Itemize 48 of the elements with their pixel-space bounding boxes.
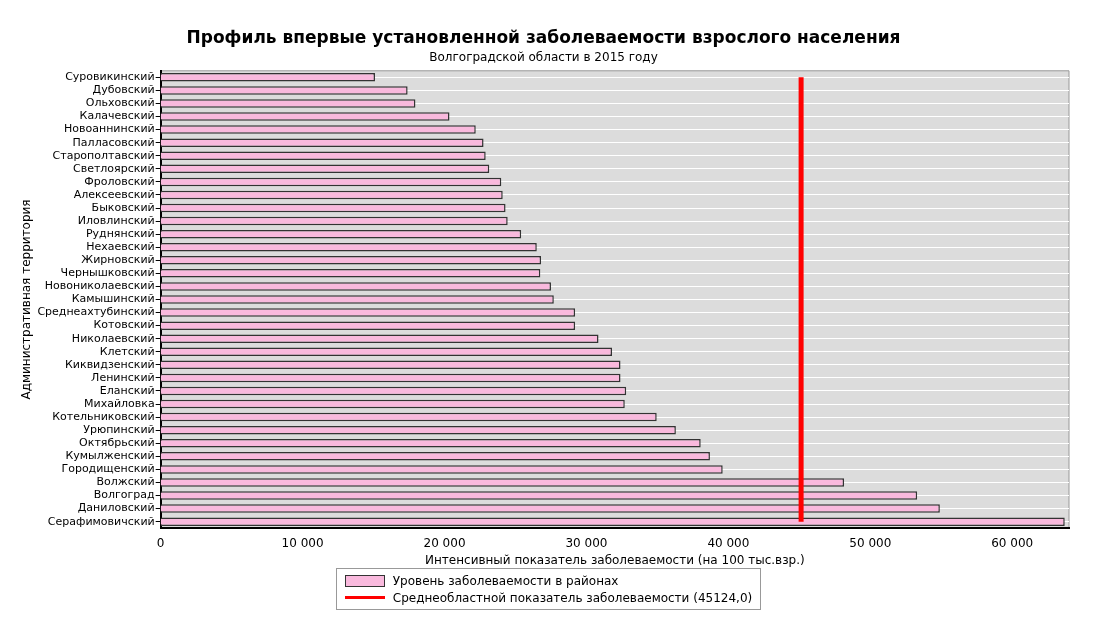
legend-label: Среднеобластной показатель заболеваемости (45124,0) xyxy=(392,590,753,605)
y-tick-label: Дубовский xyxy=(92,83,155,97)
y-tick-label: Нехаевский xyxy=(86,240,155,254)
x-tick-label: 30 000 xyxy=(565,535,608,550)
y-tick-label: Светлоярский xyxy=(72,161,155,175)
y-tick-label: Алексеевский xyxy=(73,187,155,201)
y-tick-label: Быковский xyxy=(91,200,155,214)
y-tick-label: Суровикинский xyxy=(65,70,155,84)
y-tick-label: Жирновский xyxy=(81,253,155,267)
legend-label: Уровень заболеваемости в районах xyxy=(392,573,619,588)
chart-title: Профиль впервые установленной заболеваемости взрослого населения xyxy=(186,26,901,47)
y-tick-label: Еланский xyxy=(99,383,155,397)
y-tick-label: Городищенский xyxy=(61,462,155,476)
y-tick-label: Урюпинский xyxy=(83,423,155,437)
x-tick-label: 60 000 xyxy=(991,535,1034,550)
y-tick-label: Серафимовичский xyxy=(47,514,155,528)
y-tick-label: Калачевский xyxy=(79,109,155,123)
chart-subtitle: Волгоградской области в 2015 году xyxy=(429,49,658,64)
x-tick-label: 0 xyxy=(156,535,165,550)
y-tick-label: Камышинский xyxy=(71,292,155,306)
x-axis-title: Интенсивный показатель заболеваемости (на 100 тыс.взр.) xyxy=(425,552,805,567)
y-tick-label: Среднеахтубинский xyxy=(37,305,155,319)
y-tick-label: Старополтавский xyxy=(52,148,155,162)
y-tick-label: Волжский xyxy=(96,475,155,489)
y-tick-label: Иловлинский xyxy=(77,213,155,227)
y-tick-label: Кумылженский xyxy=(65,449,155,463)
x-tick-label: 50 000 xyxy=(849,535,892,550)
y-tick-label: Котельниковский xyxy=(52,409,155,423)
y-tick-label: Киквидзенский xyxy=(65,357,155,371)
y-tick-label: Котовский xyxy=(93,318,155,332)
y-tick-label: Октябрьский xyxy=(79,436,155,450)
y-tick-label: Фроловский xyxy=(84,174,155,188)
x-tick-label: 10 000 xyxy=(281,535,324,550)
y-tick-label: Ольховский xyxy=(85,96,155,110)
y-axis-title: Административная территория xyxy=(19,199,34,400)
y-tick-label: Даниловский xyxy=(77,501,155,515)
y-tick-label: Новоаннинский xyxy=(64,122,155,136)
y-tick-label: Руднянский xyxy=(85,227,155,241)
y-tick-label: Ленинский xyxy=(91,370,155,384)
y-tick-label: Новониколаевский xyxy=(44,279,155,293)
y-tick-label: Михайловка xyxy=(84,396,155,410)
y-tick-label: Волгоград xyxy=(93,488,156,502)
y-tick-label: Николаевский xyxy=(71,331,155,345)
y-tick-label: Клетский xyxy=(99,344,155,358)
x-tick-label: 20 000 xyxy=(423,535,466,550)
x-tick-label: 40 000 xyxy=(707,535,750,550)
y-tick-label: Палласовский xyxy=(72,135,155,149)
y-tick-label: Чернышковский xyxy=(60,266,155,280)
